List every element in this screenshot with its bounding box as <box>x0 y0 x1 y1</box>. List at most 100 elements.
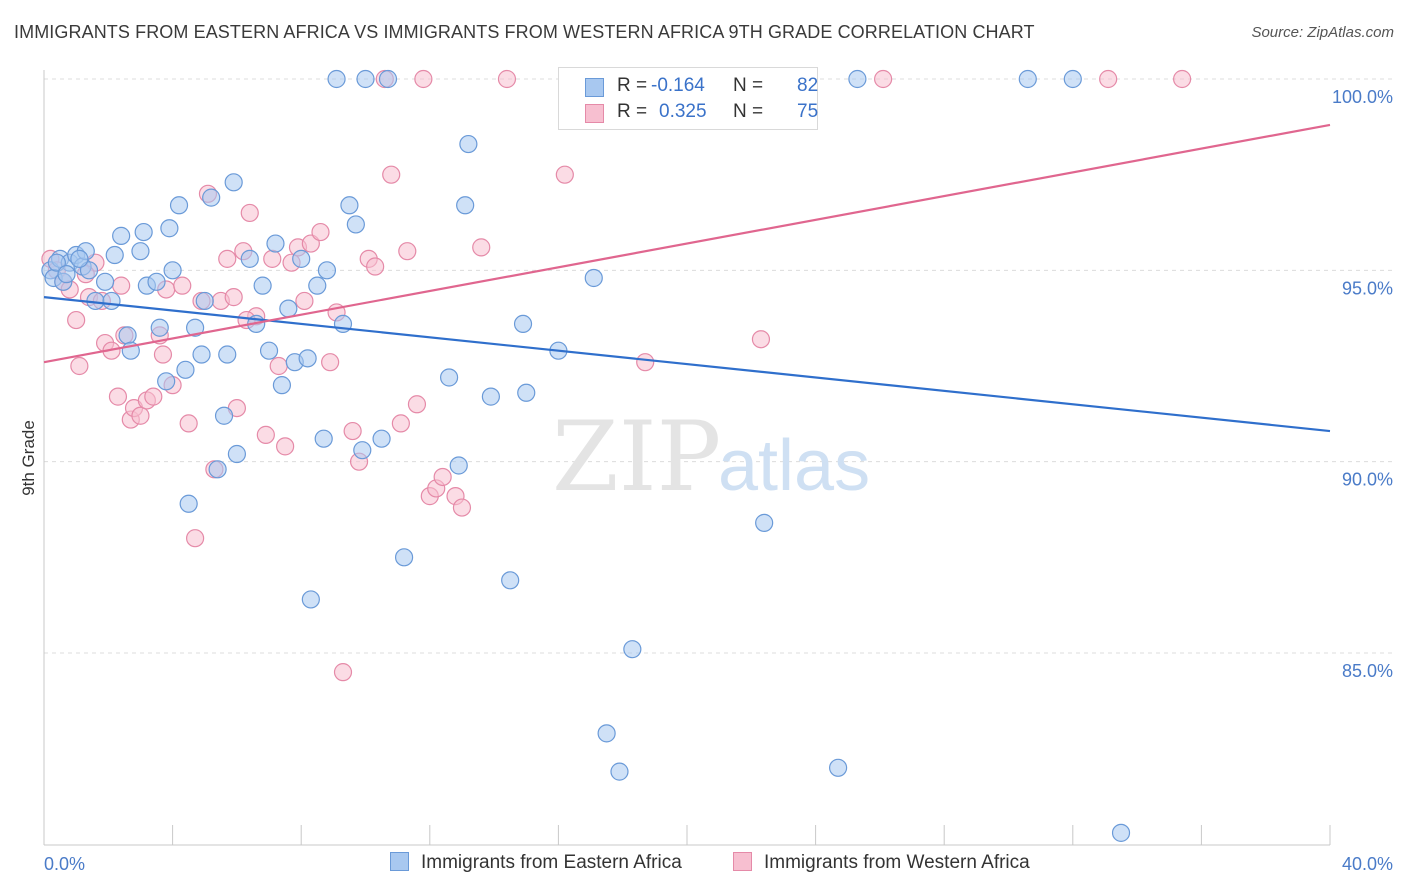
western-africa-point <box>67 310 86 330</box>
y-tick-label: 100.0% <box>1332 87 1393 107</box>
eastern-africa-point <box>160 219 179 238</box>
eastern-africa-point <box>150 318 169 337</box>
eastern-africa-point <box>192 345 211 364</box>
eastern-africa-point <box>439 368 459 387</box>
western-africa-point <box>874 69 893 89</box>
western-africa-point <box>1099 69 1118 89</box>
trend-line-eastern-africa <box>43 296 1331 433</box>
western-africa-point <box>144 387 163 406</box>
western-africa-point <box>218 249 237 268</box>
series-eastern-africa-points <box>41 69 1131 842</box>
legend: R = -0.164 N = 82 R = 0.325 N = 75 <box>558 67 818 130</box>
eastern-africa-point <box>134 222 153 242</box>
eastern-africa-point <box>378 69 398 89</box>
western-africa-point <box>295 291 314 311</box>
eastern-africa-point <box>301 590 320 609</box>
bottom-legend-eastern-africa: Immigrants from Eastern Africa <box>390 852 682 874</box>
western-africa-point <box>414 69 433 89</box>
western-africa-point <box>636 353 655 372</box>
eastern-africa-point <box>308 276 327 295</box>
eastern-africa-point <box>1063 69 1082 89</box>
trend-line-western-africa <box>43 123 1331 364</box>
eastern-africa-point <box>298 349 317 368</box>
western-africa-point <box>333 663 353 682</box>
y-axis-label: 9th Grade <box>19 420 38 496</box>
y-tick-label: 95.0% <box>1342 278 1393 298</box>
eastern-africa-point <box>227 444 246 464</box>
eastern-africa-point <box>353 441 372 460</box>
eastern-africa-point <box>1111 823 1131 842</box>
eastern-africa-point <box>584 268 603 288</box>
x-tick-label: 40.0% <box>1342 854 1393 874</box>
eastern-africa-point <box>266 234 285 253</box>
western-africa-point <box>112 276 131 295</box>
western-africa-point <box>240 203 259 223</box>
legend-r-value: -0.164 <box>651 75 705 96</box>
grid <box>44 78 1395 654</box>
series-western-africa-points <box>41 69 1192 682</box>
western-africa-point <box>433 467 452 487</box>
western-africa-point <box>173 276 192 295</box>
y-tick-label: 90.0% <box>1342 470 1393 490</box>
eastern-africa-point <box>70 249 89 268</box>
western-africa-point <box>153 345 173 364</box>
eastern-africa-point <box>755 513 774 532</box>
eastern-africa-point <box>195 291 214 311</box>
eastern-africa-point <box>829 758 848 777</box>
tick-labels: 85.0% 90.0% 95.0% 100.0% 0.0% 40.0% <box>44 87 1393 874</box>
legend-r-label: R = <box>617 75 648 96</box>
western-africa-point <box>108 387 128 406</box>
western-africa-point <box>131 406 150 425</box>
western-africa-point <box>70 356 89 376</box>
legend-label-eastern-africa: Immigrants from Eastern Africa <box>421 852 682 873</box>
eastern-africa-point <box>95 272 115 291</box>
eastern-africa-point <box>456 196 475 215</box>
eastern-africa-point <box>610 762 629 781</box>
eastern-africa-point <box>102 291 121 311</box>
western-africa-point <box>321 353 340 372</box>
eastern-africa-point <box>118 326 137 345</box>
eastern-africa-point <box>513 314 533 334</box>
eastern-africa-point <box>179 494 198 513</box>
eastern-africa-point <box>314 429 333 448</box>
eastern-africa-point <box>202 188 221 207</box>
chart-title: IMMIGRANTS FROM EASTERN AFRICA VS IMMIGR… <box>14 22 1035 42</box>
watermark-atlas: atlas <box>718 426 870 506</box>
eastern-africa-point <box>214 406 234 425</box>
eastern-africa-point <box>372 429 391 448</box>
bottom-legend-western-africa: Immigrants from Western Africa <box>733 852 1030 874</box>
eastern-africa-point <box>253 276 272 295</box>
eastern-africa-point <box>105 245 124 265</box>
legend-r-label: R = <box>617 101 648 122</box>
western-africa-point <box>452 498 472 517</box>
legend-swatch-blue <box>390 852 409 871</box>
eastern-africa-point <box>317 261 337 280</box>
legend-n-value: 82 <box>797 75 819 96</box>
eastern-africa-point <box>356 69 375 89</box>
eastern-africa-point <box>163 261 182 280</box>
legend-r-value: 0.325 <box>659 101 707 122</box>
eastern-africa-point <box>208 460 227 479</box>
western-africa-point <box>179 414 198 433</box>
legend-swatch-pink <box>585 104 604 123</box>
legend-n-value: 75 <box>797 101 819 122</box>
western-africa-point <box>269 356 288 376</box>
western-africa-point <box>497 69 517 89</box>
legend-label-western-africa: Immigrants from Western Africa <box>764 852 1030 873</box>
western-africa-point <box>256 425 275 444</box>
source-label: Source: ZipAtlas.com <box>1251 24 1394 41</box>
eastern-africa-point <box>623 640 642 659</box>
eastern-africa-point <box>597 724 616 743</box>
western-africa-point <box>472 238 491 257</box>
legend-n-label: N = <box>733 101 764 122</box>
western-africa-point <box>366 257 385 276</box>
eastern-africa-point <box>327 69 346 89</box>
eastern-africa-point <box>240 249 259 268</box>
eastern-africa-point <box>157 372 176 391</box>
western-africa-point <box>407 395 427 414</box>
eastern-africa-point <box>186 318 205 337</box>
eastern-africa-point <box>279 299 298 318</box>
eastern-africa-point <box>176 360 195 379</box>
eastern-africa-point <box>272 376 292 395</box>
